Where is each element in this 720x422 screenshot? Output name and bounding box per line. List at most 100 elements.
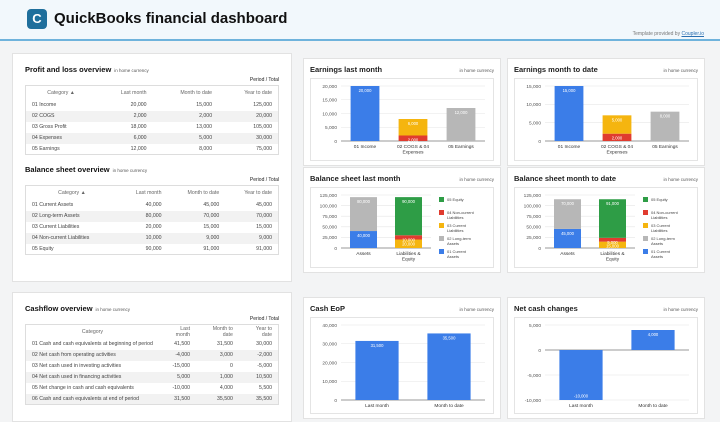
legend-swatch: [643, 210, 648, 215]
column-header[interactable]: Year to date: [255, 325, 272, 338]
table-header-row: Category ▲ Last month Month to date Year to…: [26, 186, 279, 200]
x-tick-label: Month to date: [434, 403, 464, 409]
cell-category: 01 Cash and cash equivalents at beginnin…: [32, 341, 153, 347]
bar-segment[interactable]: [398, 119, 428, 136]
cell-value: 4,000: [219, 385, 233, 391]
bar-segment[interactable]: [395, 239, 422, 248]
cell-value: 30,000: [218, 132, 279, 144]
plot-area: 0 5,000 10,000 15,000 15,000 01 Income 2,000 5,…: [514, 78, 698, 161]
cell-value: 15,000: [203, 224, 220, 230]
table-row: 03 Current Liabilities 20,000 15,000 15,000: [26, 222, 279, 233]
x-tick-label: 01 Income: [354, 144, 377, 150]
cell-value: 12,000: [130, 145, 147, 152]
cell-category: 01 Current Assets: [32, 202, 74, 208]
legend-label: Liabilities: [447, 228, 463, 233]
cell-value: 35,500: [196, 393, 239, 405]
bar-segment[interactable]: [602, 115, 632, 134]
bar-segment[interactable]: [395, 235, 422, 240]
legend-swatch: [439, 249, 444, 254]
column-header[interactable]: Month to date: [187, 189, 220, 196]
y-tick-label: 5,000: [529, 120, 541, 126]
bar-segment[interactable]: [599, 237, 626, 242]
bar-segment[interactable]: [554, 228, 581, 248]
cell-value: 45,000: [256, 202, 272, 208]
bar-segment[interactable]: [554, 199, 581, 229]
bs-period-label: Period / Total: [249, 177, 279, 183]
chart-balance-last-month: Balance sheet last month in home currency…: [303, 167, 501, 273]
bar-segment[interactable]: [599, 241, 626, 248]
column-header[interactable]: Month to date: [212, 325, 233, 338]
cell-category: 03 Gross Profit: [32, 124, 67, 130]
y-tick-label: 10,000: [322, 379, 337, 385]
chart-title: Earnings month to date: [514, 65, 598, 74]
y-tick-label: 0: [334, 246, 337, 252]
pl-subtitle: in home currency: [114, 68, 149, 73]
table-header-row: Category Last month Month to date Year to d…: [26, 325, 279, 339]
bar-segment[interactable]: [395, 197, 422, 236]
data-label: 35,500: [443, 335, 456, 340]
cell-value: 70,000: [167, 210, 226, 222]
column-header[interactable]: Category ▲: [47, 89, 75, 96]
chart-svg: -10,000 -5,000 0 5,000 -10,000 Last month 4,00…: [525, 323, 689, 409]
data-label: -10,000: [574, 394, 589, 399]
table-row: 06 Cash and cash equivalents at end of p…: [25, 393, 279, 405]
cell-value: 45,000: [203, 202, 220, 208]
x-tick-label: 05 Earnings: [448, 144, 474, 150]
bar-segment[interactable]: [554, 86, 584, 141]
column-header[interactable]: Category ▲: [58, 189, 86, 196]
cell-category: 06 Cash and cash equivalents at end of p…: [25, 393, 159, 405]
column-header[interactable]: Last month: [175, 325, 191, 338]
x-tick-label: Assets: [560, 251, 575, 257]
legend-swatch: [643, 236, 648, 241]
bar-segment[interactable]: [350, 231, 377, 248]
cell-value: 31,500: [217, 341, 233, 347]
chart-svg: 0 5,000 10,000 15,000 20,000 20,000 01 Income 2…: [322, 84, 485, 156]
bar-segment[interactable]: [446, 108, 476, 141]
chart-svg: 0 25,000 50,000 75,000 100,000 125,000 40,000 8…: [320, 193, 475, 263]
chart-subtitle: in home currency: [459, 177, 494, 182]
table-row: 05 Earnings 12,000 8,000 75,000: [26, 144, 279, 155]
cell-value: 5,000: [152, 132, 219, 144]
cell-value: 91,000: [256, 245, 272, 252]
data-label: 70,000: [561, 201, 574, 206]
bar-segment[interactable]: [355, 340, 399, 400]
column-header[interactable]: Last month: [120, 89, 147, 96]
column-header[interactable]: Category: [81, 328, 103, 335]
bar-segment[interactable]: [350, 197, 377, 232]
cell-value: 9,000: [167, 232, 226, 244]
y-tick-label: 25,000: [526, 235, 541, 241]
coupler-link[interactable]: Coupler.io: [681, 31, 704, 37]
cell-value: -15,000: [172, 363, 191, 369]
bar-segment[interactable]: [650, 111, 680, 141]
column-header[interactable]: Year to date: [244, 189, 272, 196]
chart-subtitle: in home currency: [459, 307, 494, 312]
plot-area: 0 25,000 50,000 75,000 100,000 125,000 45,000 7…: [514, 187, 698, 268]
bar-segment[interactable]: [350, 86, 380, 141]
cell-value: 20,000: [218, 110, 279, 122]
bar-segment[interactable]: [427, 333, 471, 400]
y-tick-label: 15,000: [526, 84, 541, 90]
cell-value: 20,000: [130, 102, 147, 108]
y-tick-label: 0: [334, 139, 337, 145]
bar-segment[interactable]: [599, 199, 626, 238]
cell-category: 04 Net cash used in financing activities: [25, 371, 159, 383]
column-header[interactable]: Last month: [135, 189, 162, 196]
data-label: 15,000: [606, 244, 619, 249]
cell-value: -5,000: [257, 363, 272, 369]
column-header[interactable]: Month to date: [180, 89, 213, 96]
cell-value: -4,000: [158, 349, 197, 361]
bar-segment[interactable]: [631, 330, 675, 350]
bar-segment[interactable]: [398, 135, 428, 142]
cf-title: Cashflow overview in home currency: [25, 304, 279, 313]
legend-label: 04 Non-current: [447, 210, 475, 215]
legend-swatch: [439, 236, 444, 241]
table-row: 02 COGS 2,000 2,000 20,000: [25, 110, 279, 122]
bar-segment[interactable]: [559, 350, 603, 400]
y-tick-label: 100,000: [524, 203, 542, 209]
column-header[interactable]: Year to date: [244, 89, 272, 96]
bar-segment[interactable]: [602, 133, 632, 141]
chart-header: Net cash changes in home currency: [514, 304, 698, 316]
cell-value: 1,000: [196, 371, 239, 383]
pl-title-text: Profit and loss overview: [25, 65, 112, 74]
cell-value: 15,000: [256, 224, 272, 230]
